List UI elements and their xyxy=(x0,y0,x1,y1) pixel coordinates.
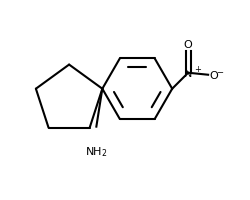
Text: O: O xyxy=(209,70,218,80)
Text: −: − xyxy=(216,68,224,77)
Text: NH$_2$: NH$_2$ xyxy=(85,145,108,159)
Text: O: O xyxy=(184,40,192,50)
Text: +: + xyxy=(194,65,202,73)
Text: N: N xyxy=(184,68,192,78)
